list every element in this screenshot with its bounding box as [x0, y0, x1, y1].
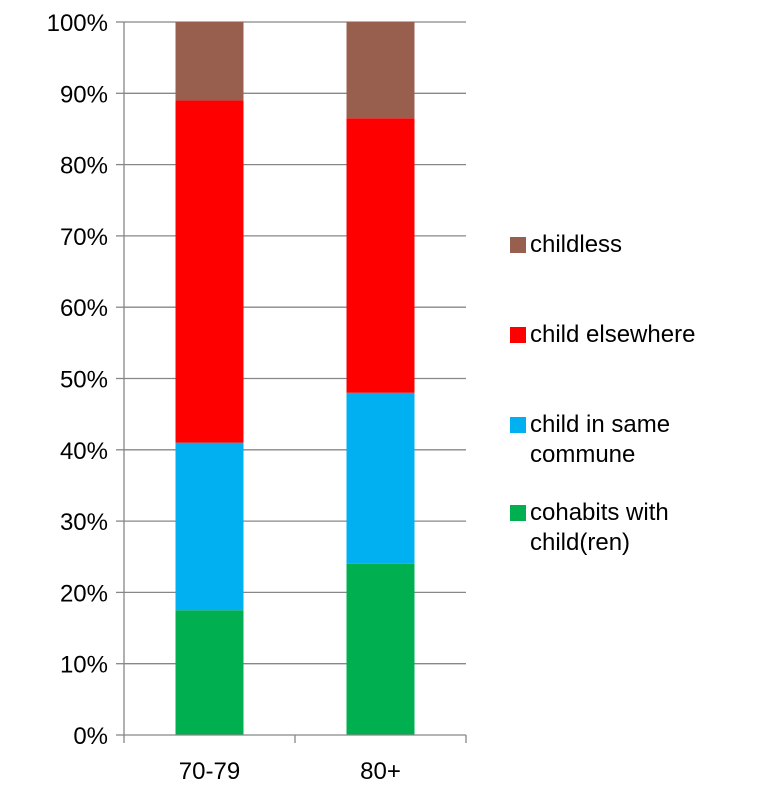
y-tick-label: 50% [60, 367, 108, 394]
legend-label-child-elsewhere: child elsewhere [530, 321, 696, 348]
legend-swatch-child-in-same-commune [510, 417, 526, 433]
x-tick-label-70-79: 70-79 [179, 758, 240, 785]
legend-swatch-child-elsewhere [510, 327, 526, 343]
y-tick-label: 20% [60, 580, 108, 607]
y-tick-label: 40% [60, 438, 108, 465]
y-tick-label: 100% [47, 10, 108, 37]
bar-segment-child-in-same-commune-80 [346, 392, 415, 564]
legend-item-cohabits-with-children: cohabits with child(ren) [510, 498, 750, 558]
bar-segment-cohabits-with-child-ren-80 [346, 563, 415, 735]
legend-item-child-in-same-commune: child in same commune [510, 410, 750, 470]
x-tick-label-80: 80+ [360, 758, 401, 785]
y-tick-label: 90% [60, 81, 108, 108]
x-axis-tick-labels: 70-79 80+ [179, 758, 401, 785]
y-axis-tick-labels: 0% 10% 20% 30% 40% 50% 60% 70% 80% 90% 100% [47, 10, 108, 750]
bar-segment-child-elsewhere-80 [346, 118, 415, 393]
legend-swatch-childless [510, 237, 526, 253]
bar-segment-childless-70-79 [175, 22, 244, 101]
legend-label-childless: childless [530, 231, 623, 258]
bars [175, 22, 415, 735]
legend-item-childless: childless [510, 230, 750, 260]
legend-item-child-elsewhere: child elsewhere [510, 320, 750, 350]
y-tick-label: 0% [73, 723, 108, 750]
y-tick-label: 70% [60, 224, 108, 251]
bar-segment-childless-80 [346, 22, 415, 119]
y-tick-label: 30% [60, 509, 108, 536]
gridlines [124, 21, 466, 665]
legend-label-cohabits-with-children: cohabits with child(ren) [530, 499, 669, 556]
y-tick-label: 80% [60, 153, 108, 180]
legend-label-child-in-same-commune: child in same commune [530, 411, 671, 468]
axes [116, 21, 467, 743]
y-tick-label: 60% [60, 295, 108, 322]
legend-swatch-cohabits-with-children [510, 505, 526, 521]
bar-segment-child-in-same-commune-70-79 [175, 442, 244, 611]
bar-segment-child-elsewhere-70-79 [175, 100, 244, 443]
bar-segment-cohabits-with-child-ren-70-79 [175, 610, 244, 735]
y-tick-label: 10% [60, 652, 108, 679]
